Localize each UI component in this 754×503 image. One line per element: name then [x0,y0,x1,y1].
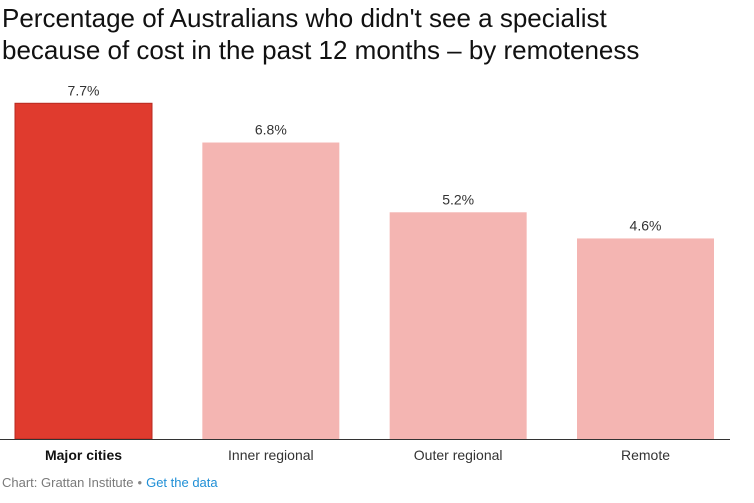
bars-group [14,102,714,440]
category-labels-group: Major cities Inner regional Outer regional… [45,447,670,463]
category-label-inner-regional: Inner regional [228,447,314,463]
value-label-inner-regional: 6.8% [255,122,287,138]
bar-remote [577,238,714,439]
value-label-outer-regional: 5.2% [442,191,474,207]
chart-title-line-1: Percentage of Australians who didn't see… [2,3,607,33]
bar-major-cities [14,102,153,440]
chart-title-line-2: because of cost in the past 12 months – … [2,35,640,65]
bar-inner-regional [202,142,340,439]
footer-separator: • [137,475,143,490]
bar-chart: 7.7% 6.8% 5.2% 4.6% Major cities Inner regio… [0,82,730,463]
category-label-major-cities: Major cities [45,447,122,463]
category-label-outer-regional: Outer regional [414,447,503,463]
get-the-data-link[interactable]: Get the data [146,475,218,490]
value-labels-group: 7.7% 6.8% 5.2% 4.6% [68,82,662,233]
chart-title: Percentage of Australians who didn't see… [2,2,742,66]
category-label-remote: Remote [621,447,670,463]
source-credit: Chart: Grattan Institute [2,475,134,490]
chart-footer: Chart: Grattan Institute • Get the data [2,475,218,490]
value-label-major-cities: 7.7% [68,82,100,98]
bar-outer-regional [389,212,527,439]
value-label-remote: 4.6% [630,217,662,233]
